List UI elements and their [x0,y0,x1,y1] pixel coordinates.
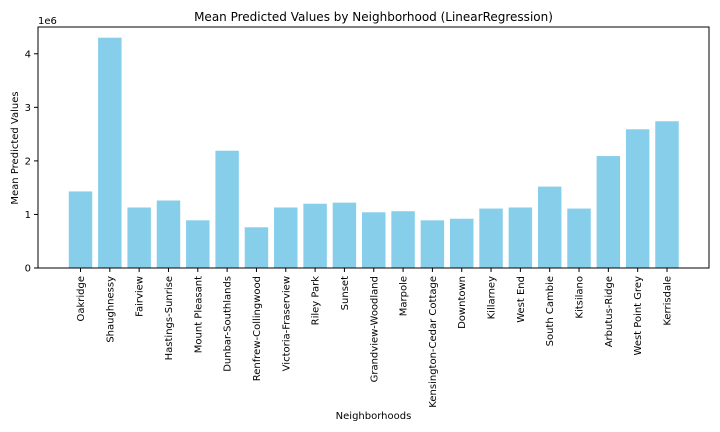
bar-fairview [127,207,151,268]
y-axis-label: Mean Predicted Values [10,91,21,204]
bar-marpole [391,211,415,268]
y-tick-label: 1 [25,210,31,221]
x-tick-label: West Point Grey [633,276,644,356]
bar-hastings-sunrise [156,200,181,268]
x-tick-label: Dunbar-Southlands [223,276,234,372]
bar-mount-pleasant [186,220,210,268]
bar-kensington-cedar-cottage [420,220,445,268]
x-tick-label: West End [516,276,527,323]
x-axis-ticks: Oakridge Shaughnessy Fairview Hastings-Sunr… [76,268,674,408]
x-tick-label: South Cambie [545,276,556,346]
x-tick-label: Kerrisdale [663,276,674,326]
x-tick-label: Kitsilano [575,276,586,319]
x-tick-label: Killarney [487,276,498,319]
bar-oakridge [68,191,93,268]
bar-shaughnessy [98,37,122,268]
bar-arbutus-ridge [596,156,621,268]
bar-killarney [479,208,503,268]
x-tick-label: Shaughnessy [105,276,116,343]
x-tick-label: Downtown [457,276,468,329]
bar-renfrew-collingwood [244,227,269,268]
y-axis-ticks: 0 1 2 3 4 [25,49,38,275]
bar-grandview-woodland [362,212,386,268]
x-tick-label: Sunset [340,276,351,310]
y-tick-label: 2 [25,156,31,167]
bar-kitsilano [567,208,591,268]
bar-west-end [508,207,533,268]
bar-victoria-fraserview [274,207,298,268]
y-tick-label: 4 [25,49,31,60]
bar-riley-park [303,203,327,268]
plot-frame [37,26,710,269]
x-tick-label: Kensington-Cedar Cottage [428,276,439,408]
x-tick-label: Riley Park [311,276,322,326]
y-tick-label: 0 [25,264,31,275]
bar-west-point-grey [625,129,650,268]
x-tick-label: Mount Pleasant [193,276,204,353]
x-tick-label: Hastings-Sunrise [164,276,175,360]
x-axis-label: Neighborhoods [336,411,412,422]
x-tick-label: Fairview [135,276,146,317]
x-tick-label: Marpole [399,276,410,316]
bar-sunset [332,202,357,268]
x-tick-label: Arbutus-Ridge [604,276,615,347]
bar-downtown [449,218,474,268]
y-tick-label: 3 [25,103,31,114]
x-tick-label: Grandview-Woodland [369,276,380,382]
bar-dunbar-southlands [215,150,239,268]
bars-group [68,37,679,268]
x-tick-label: Oakridge [76,276,87,322]
x-tick-label: Renfrew-Collingwood [252,276,263,381]
x-tick-label: Victoria-Fraserview [281,276,292,371]
bar-kerrisdale [655,121,679,268]
bar-south-cambie [537,186,562,268]
chart-title: Mean Predicted Values by Neighborhood (L… [194,10,553,24]
y-scale-label: 1e6 [38,16,57,27]
